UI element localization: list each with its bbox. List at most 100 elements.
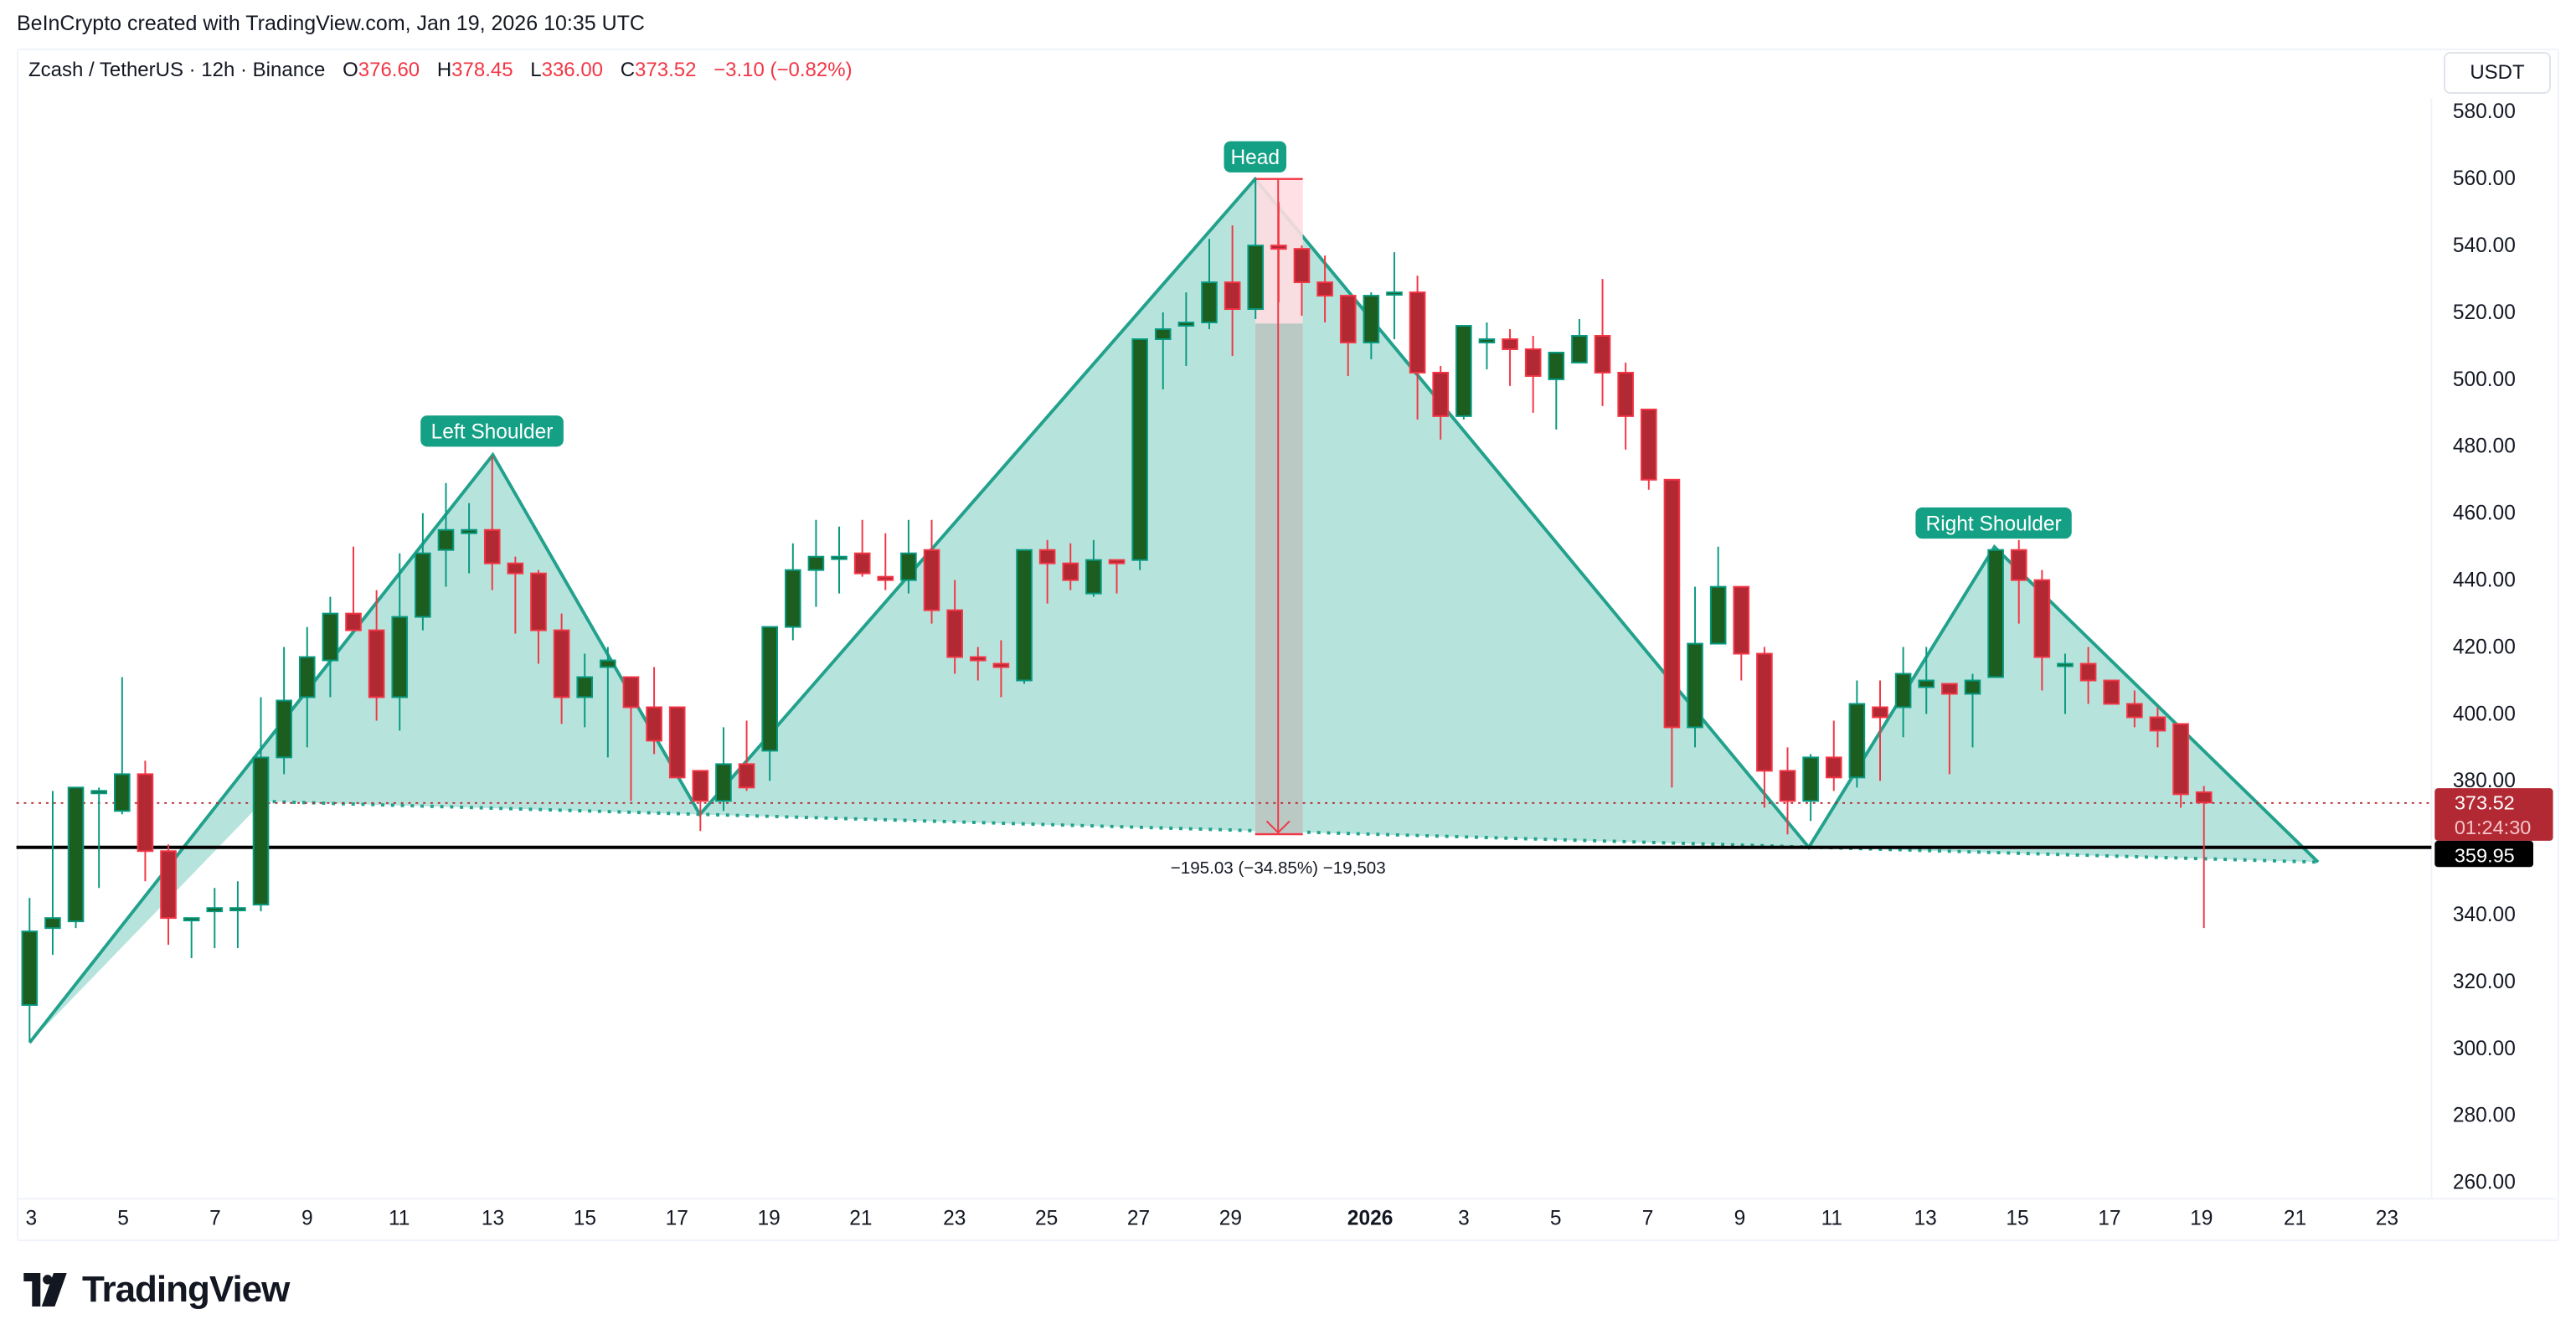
candle[interactable] <box>113 677 131 815</box>
candle[interactable] <box>1571 319 1588 363</box>
candle[interactable] <box>229 881 246 949</box>
candle[interactable] <box>1386 252 1403 340</box>
candle[interactable] <box>1733 585 1750 681</box>
candle[interactable] <box>1687 586 1703 748</box>
candle[interactable] <box>761 626 778 781</box>
symbol-legend[interactable]: Zcash / TetherUS · 12h · Binance O376.60… <box>28 59 853 82</box>
candle[interactable] <box>877 533 894 590</box>
candle[interactable] <box>1247 178 1265 320</box>
candle[interactable] <box>1108 559 1126 594</box>
candle[interactable] <box>1594 279 1611 406</box>
candle[interactable] <box>1177 292 1195 366</box>
candle[interactable] <box>807 519 825 607</box>
candle[interactable] <box>1502 329 1518 386</box>
candle[interactable] <box>21 898 39 1042</box>
candle[interactable] <box>946 580 963 674</box>
candle[interactable] <box>692 770 709 832</box>
candle[interactable] <box>1316 255 1333 323</box>
candle[interactable] <box>2010 539 2027 624</box>
candle[interactable] <box>2149 707 2166 748</box>
candle[interactable] <box>391 553 409 731</box>
candle[interactable] <box>67 786 85 929</box>
candle[interactable] <box>900 519 917 594</box>
candle[interactable] <box>44 791 61 956</box>
candle[interactable] <box>1455 325 1472 420</box>
candle[interactable] <box>1872 680 1888 781</box>
candle[interactable] <box>1293 245 1311 317</box>
candle[interactable] <box>853 519 871 577</box>
candle[interactable] <box>345 546 362 631</box>
candle[interactable] <box>1918 647 1935 714</box>
candle[interactable] <box>923 519 940 624</box>
candle[interactable] <box>1894 647 1912 738</box>
candle[interactable] <box>252 697 270 912</box>
label-head[interactable]: Head <box>1224 141 1287 173</box>
candle[interactable] <box>738 720 755 791</box>
candle[interactable] <box>1432 365 1450 440</box>
candle[interactable] <box>1964 673 1981 748</box>
candle[interactable] <box>1131 338 1148 570</box>
candle[interactable] <box>1224 225 1241 356</box>
candle[interactable] <box>992 640 1010 698</box>
candle[interactable] <box>90 787 107 889</box>
candle[interactable] <box>276 647 292 775</box>
candle[interactable] <box>415 513 431 631</box>
candle[interactable] <box>1825 720 1842 791</box>
candle[interactable] <box>600 647 616 758</box>
currency-unit-button[interactable]: USDT <box>2444 52 2551 94</box>
candle[interactable] <box>969 647 987 681</box>
candle[interactable] <box>715 727 732 812</box>
candle[interactable] <box>646 667 662 755</box>
candle[interactable] <box>1617 362 1634 450</box>
candle[interactable] <box>1339 295 1357 376</box>
candle[interactable] <box>368 590 385 721</box>
candle[interactable] <box>1802 754 1819 822</box>
candle[interactable] <box>437 482 455 587</box>
candle[interactable] <box>2126 690 2143 728</box>
candle[interactable] <box>2195 786 2213 929</box>
candle[interactable] <box>298 626 316 748</box>
candle[interactable] <box>1154 312 1172 389</box>
candle[interactable] <box>1848 680 1866 788</box>
candle[interactable] <box>831 526 848 594</box>
candle[interactable] <box>206 888 224 949</box>
candle[interactable] <box>2103 679 2120 705</box>
candle[interactable] <box>137 760 154 882</box>
label-right-shoulder[interactable]: Right Shoulder <box>1915 507 2072 539</box>
candle[interactable] <box>1085 539 1102 597</box>
tradingview-logo[interactable]: TradingView <box>18 1266 290 1313</box>
candle[interactable] <box>1270 202 1287 303</box>
candle[interactable] <box>2033 570 2051 691</box>
candle[interactable] <box>1201 239 1218 330</box>
candle[interactable] <box>1524 336 1542 413</box>
candle[interactable] <box>1478 322 1496 369</box>
time-axis[interactable]: 3 5 7 9 11 13 15 17 19 21 23 25 27 29 2026 3 5 7 9 11 13 15 17… <box>25 1208 2398 1230</box>
candle[interactable] <box>553 613 570 724</box>
candle[interactable] <box>1779 747 1796 835</box>
candle[interactable] <box>1062 543 1079 590</box>
hs-pattern[interactable] <box>28 176 2320 1044</box>
candle[interactable] <box>1363 292 1380 359</box>
candle[interactable] <box>1640 408 1657 490</box>
candle[interactable] <box>1038 539 1056 604</box>
candle[interactable] <box>2079 647 2097 704</box>
candle[interactable] <box>1409 276 1426 420</box>
candle[interactable] <box>183 917 200 959</box>
candle[interactable] <box>1663 478 1681 788</box>
candle[interactable] <box>483 456 501 590</box>
candle[interactable] <box>668 706 686 779</box>
candle[interactable] <box>1987 549 2004 678</box>
candle[interactable] <box>622 676 640 801</box>
candle[interactable] <box>785 543 801 641</box>
candle[interactable] <box>322 596 339 698</box>
candle[interactable] <box>1709 546 1727 645</box>
price-axis[interactable]: 580.00 560.00 540.00 520.00 500.00 480.00 460.… <box>2453 100 2516 1193</box>
candle[interactable] <box>2057 653 2074 714</box>
candle[interactable] <box>530 570 547 664</box>
candle[interactable] <box>2172 723 2189 808</box>
candle[interactable] <box>576 653 594 728</box>
candle[interactable] <box>1548 351 1565 430</box>
candle[interactable] <box>1941 683 1958 775</box>
candle[interactable] <box>1016 549 1033 684</box>
candle[interactable] <box>461 502 477 574</box>
